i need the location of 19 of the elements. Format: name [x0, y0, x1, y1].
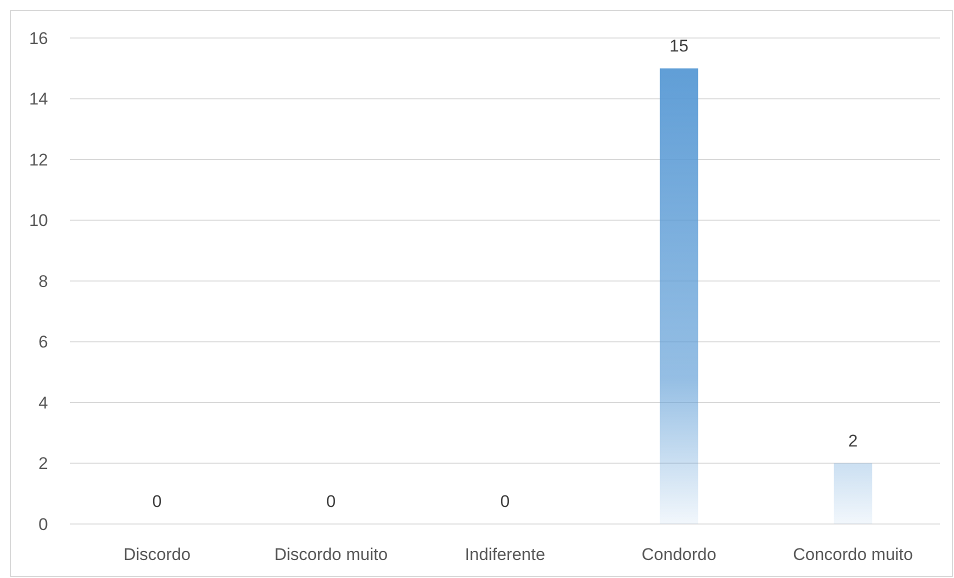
data-label: 15: [670, 36, 688, 56]
y-tick-label: 0: [38, 514, 48, 534]
x-tick-label: Discordo muito: [274, 545, 388, 564]
x-tick-label: Concordo muito: [792, 545, 914, 564]
data-label: 0: [500, 492, 510, 511]
x-tick-label: Indiferente: [464, 545, 546, 564]
y-tick-label: 16: [29, 28, 48, 48]
y-tick-label: 6: [38, 332, 48, 352]
y-tick-label: 8: [38, 272, 48, 291]
data-label: 2: [848, 431, 858, 450]
y-tick-label: 2: [38, 454, 48, 474]
y-tick-label: 10: [29, 211, 48, 230]
data-label: 0: [152, 492, 162, 511]
y-tick-label: 4: [38, 393, 48, 412]
data-label: 0: [326, 492, 336, 511]
y-tick-label: 14: [29, 90, 48, 109]
x-tick-label: Discordo: [123, 545, 191, 564]
x-tick-label: Condordo: [642, 545, 716, 564]
y-tick-label: 12: [29, 150, 48, 170]
